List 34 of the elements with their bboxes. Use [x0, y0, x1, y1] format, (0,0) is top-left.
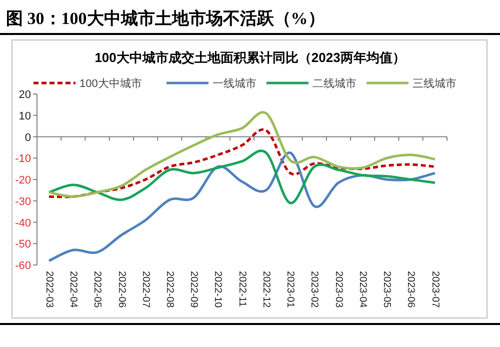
x-tick-label: 2022-06: [116, 271, 127, 308]
line-series: [48, 128, 436, 198]
y-tick-label: -50: [15, 238, 31, 251]
y-tick-label: 10: [18, 110, 31, 122]
x-tick-label: 2022-12: [260, 271, 272, 308]
y-tick-label: -10: [15, 153, 31, 166]
x-tick-label: 2022-03: [43, 271, 54, 308]
chart-title: 图 30：100大中城市土地市场不活跃（%）: [6, 9, 325, 28]
legend-label: 二线城市: [312, 77, 356, 90]
y-tick-label: -60: [15, 260, 31, 272]
x-tick-label: 2022-04: [68, 271, 79, 308]
y-tick-label: 20: [18, 89, 31, 101]
x-tick-label: 2023-07: [429, 271, 440, 308]
y-tick-label: -20: [15, 174, 31, 186]
x-tick-label: 2022-08: [164, 271, 176, 308]
line-series: [48, 111, 436, 198]
x-tick-label: 2023-03: [332, 271, 344, 308]
x-tick-label: 2022-11: [236, 271, 248, 308]
y-tick-label: 0: [24, 132, 31, 144]
x-tick-label: 2022-07: [140, 271, 151, 308]
x-tick-label: 2023-04: [356, 271, 368, 308]
chart-subtitle: 100大中城市成交土地面积累计同比（2023两年均值）: [94, 50, 406, 65]
legend-label: 三线城市: [412, 77, 456, 90]
y-tick-label: -30: [15, 196, 31, 208]
y-tick-label: -40: [15, 217, 31, 230]
x-tick-label: 2023-02: [308, 271, 320, 308]
x-tick-label: 2023-06: [405, 271, 416, 308]
legend-label: 一线城市: [212, 77, 256, 90]
x-tick-label: 2022-09: [188, 271, 200, 308]
x-tick-label: 2023-05: [381, 271, 392, 308]
x-tick-label: 2022-05: [92, 271, 103, 308]
x-tick-label: 2023-01: [284, 271, 296, 308]
x-tick-label: 2022-10: [212, 271, 224, 308]
legend-label: 100大中城市: [80, 77, 142, 90]
